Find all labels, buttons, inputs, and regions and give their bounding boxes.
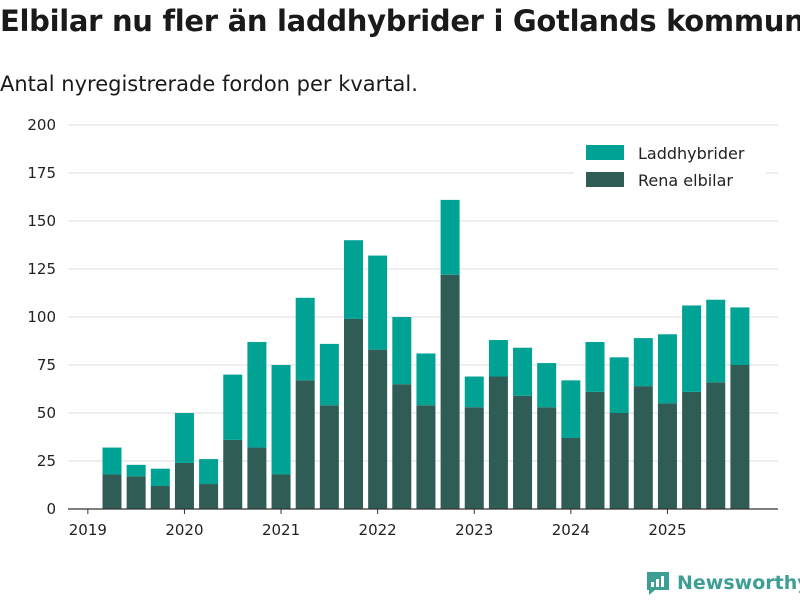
bar-rena-elbilar (657, 403, 677, 509)
bar-laddhybrider (102, 447, 122, 475)
bar-rena-elbilar (633, 386, 653, 509)
bar-laddhybrider (706, 299, 726, 383)
bar-rena-elbilar (295, 380, 315, 509)
legend-label: Laddhybrider (638, 144, 745, 163)
bar-laddhybrider (609, 357, 629, 413)
bar-laddhybrider (488, 340, 508, 377)
bar-laddhybrider (223, 374, 243, 440)
bar-laddhybrider (464, 376, 484, 408)
bar-rena-elbilar (126, 476, 146, 509)
bar-laddhybrider (416, 353, 436, 406)
y-tick-label: 100 (27, 308, 56, 326)
x-tick-label: 2021 (262, 521, 300, 539)
bar-rena-elbilar (513, 395, 533, 509)
bar-laddhybrider (150, 468, 170, 486)
y-tick-label: 200 (27, 116, 56, 134)
bar-rena-elbilar (247, 447, 267, 509)
x-tick-label: 2019 (69, 521, 107, 539)
y-tick-label: 25 (37, 452, 56, 470)
bars (102, 199, 750, 509)
bar-rena-elbilar (392, 384, 412, 509)
y-tick-label: 150 (27, 212, 56, 230)
bar-rena-elbilar (585, 391, 605, 509)
bar-rena-elbilar (537, 407, 557, 509)
x-tick-label: 2023 (455, 521, 493, 539)
bar-laddhybrider (271, 365, 291, 475)
bar-laddhybrider (319, 343, 339, 406)
bar-laddhybrider (295, 297, 315, 381)
bar-laddhybrider (657, 334, 677, 404)
bar-rena-elbilar (464, 407, 484, 509)
brand-name: Newsworthy (677, 572, 800, 594)
bar-laddhybrider (682, 305, 702, 392)
bar-rena-elbilar (344, 318, 363, 509)
legend-swatch (586, 145, 624, 160)
bar-rena-elbilar (706, 382, 726, 509)
bar-rena-elbilar (271, 474, 291, 509)
x-axis: 2019 2020 2021 2022 2023 2024 2025 (68, 508, 778, 539)
y-tick-label: 50 (37, 404, 56, 422)
bar-laddhybrider (247, 341, 267, 448)
bar-laddhybrider (368, 255, 388, 350)
bar-rena-elbilar (488, 376, 508, 509)
x-tick-label: 2020 (165, 521, 203, 539)
bar-laddhybrider (633, 338, 653, 387)
bar-laddhybrider (585, 341, 605, 392)
x-tick-label: 2025 (648, 521, 686, 539)
bar-laddhybrider (513, 347, 533, 396)
y-axis-ticks: 0 25 50 75 100 125 150 175 200 (27, 116, 56, 518)
bar-rena-elbilar (368, 349, 388, 509)
legend: Laddhybrider Rena elbilar (574, 138, 766, 196)
bar-laddhybrider (199, 459, 219, 485)
legend-swatch (586, 172, 624, 187)
y-tick-label: 75 (37, 356, 56, 374)
bar-rena-elbilar (174, 462, 194, 509)
bar-rena-elbilar (682, 391, 702, 509)
x-tick-label: 2024 (552, 521, 590, 539)
bar-rena-elbilar (319, 405, 339, 509)
y-tick-label: 125 (27, 260, 56, 278)
legend-label: Rena elbilar (638, 171, 733, 190)
bar-laddhybrider (392, 317, 412, 385)
bar-rena-elbilar (609, 413, 629, 509)
bar-rena-elbilar (102, 474, 122, 509)
bar-rena-elbilar (199, 484, 219, 509)
chart-subtitle: Antal nyregistrerade fordon per kvartal. (0, 72, 418, 96)
bar-laddhybrider (537, 363, 557, 408)
bar-rena-elbilar (150, 485, 170, 509)
x-tick-label: 2022 (359, 521, 397, 539)
bar-laddhybrider (440, 199, 460, 275)
bar-laddhybrider (126, 464, 146, 477)
y-tick-label: 175 (27, 164, 56, 182)
bar-rena-elbilar (223, 439, 243, 509)
y-tick-label: 0 (46, 500, 56, 518)
newsworthy-logo: Newsworthy (645, 570, 800, 596)
bar-laddhybrider (561, 380, 581, 438)
newsworthy-logo-icon (647, 572, 669, 595)
bar-laddhybrider (174, 413, 194, 463)
bar-laddhybrider (344, 240, 363, 319)
bar-rena-elbilar (416, 405, 436, 509)
chart-title: Elbilar nu fler än laddhybrider i Gotlan… (0, 4, 800, 38)
bar-rena-elbilar (561, 437, 581, 509)
bar-laddhybrider (730, 307, 750, 365)
bar-rena-elbilar (440, 274, 460, 509)
bar-rena-elbilar (730, 365, 750, 509)
